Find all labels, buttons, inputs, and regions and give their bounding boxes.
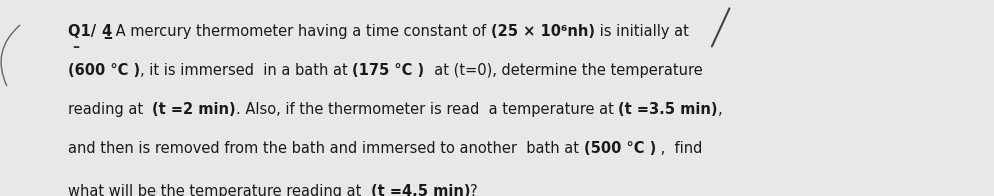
Text: . Also, if the thermometer is read  a temperature at: . Also, if the thermometer is read a tem… [236, 102, 618, 117]
Text: (t =4.5 min): (t =4.5 min) [371, 184, 470, 196]
Text: reading at: reading at [68, 102, 152, 117]
Text: Q1/: Q1/ [68, 24, 101, 39]
Text: , it is immersed  in a bath at: , it is immersed in a bath at [140, 63, 353, 78]
Text: is initially at: is initially at [595, 24, 689, 39]
Text: (t =2 min): (t =2 min) [152, 102, 236, 117]
Text: A mercury thermometer having a time constant of: A mercury thermometer having a time cons… [111, 24, 491, 39]
Text: (500 °C ): (500 °C ) [583, 141, 656, 156]
Text: (t =3.5 min): (t =3.5 min) [618, 102, 718, 117]
Text: what will be the temperature reading at: what will be the temperature reading at [68, 184, 371, 196]
Text: (600 °C ): (600 °C ) [68, 63, 140, 78]
Text: at (t=0), determine the temperature: at (t=0), determine the temperature [424, 63, 703, 78]
Text: ,: , [718, 102, 723, 117]
Text: 4: 4 [101, 24, 111, 39]
Text: and then is removed from the bath and immersed to another  bath at: and then is removed from the bath and im… [68, 141, 583, 156]
Text: (175 °C ): (175 °C ) [353, 63, 424, 78]
Text: ,  find: , find [656, 141, 702, 156]
Text: ?: ? [470, 184, 478, 196]
Text: (25 × 10⁶nh): (25 × 10⁶nh) [491, 24, 595, 39]
